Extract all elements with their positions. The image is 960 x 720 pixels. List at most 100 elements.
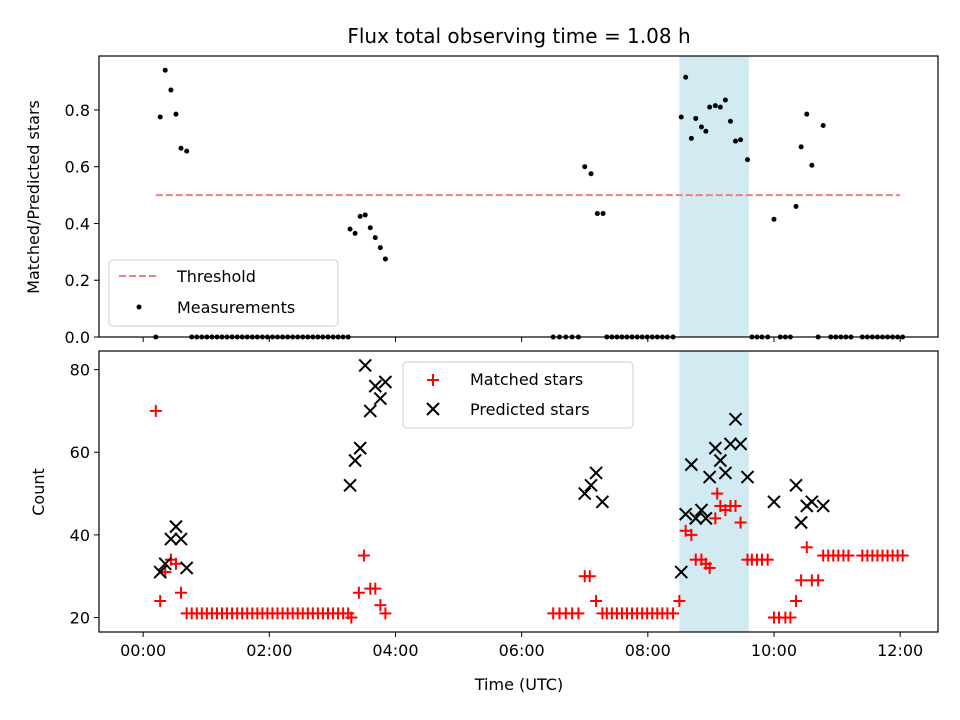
matched-star-point: [685, 528, 698, 541]
measurement-point: [352, 230, 358, 236]
count-panel: 20 40 60 80 00:00 02:00 04:00 06:00 08:00 10:00 12…: [29, 350, 939, 694]
measurements-legend-marker: [136, 304, 142, 310]
matched-star-point: [784, 611, 797, 624]
measurement-point: [798, 144, 804, 150]
ratio-ylabel: Matched/Predicted stars: [24, 100, 43, 294]
x-tick-label: 10:00: [751, 641, 797, 660]
matched-star-point: [169, 557, 182, 570]
predicted-star-point: [702, 470, 717, 484]
matched-legend-marker: [427, 374, 439, 386]
measurement-point: [357, 213, 363, 219]
measurement-point: [733, 138, 739, 144]
matched-star-point: [761, 553, 774, 566]
measurement-point: [678, 114, 684, 120]
matched-star-point: [379, 607, 392, 620]
measurement-point: [600, 211, 606, 217]
matched-star-point: [673, 595, 686, 608]
predicted-star-point: [373, 391, 388, 406]
matched-star-point: [369, 582, 382, 595]
predicted-star-point: [699, 511, 713, 526]
predicted-star-point: [179, 561, 194, 575]
measurements-legend-label: Measurements: [177, 298, 295, 317]
predicted-star-point: [368, 379, 383, 393]
x-tick-label: 00:00: [120, 641, 166, 660]
count-legend: Matched stars Predicted stars: [402, 361, 634, 429]
predicted-star-point: [595, 495, 610, 509]
matched-star-point: [352, 586, 365, 599]
predicted-star-point: [578, 486, 592, 501]
matched-legend-label: Matched stars: [470, 370, 583, 389]
chart-title: Flux total observing time = 1.08 h: [347, 24, 690, 48]
predicted-star-point: [794, 515, 808, 530]
measurement-point: [727, 118, 733, 124]
matched-star-point: [795, 574, 808, 587]
observing-window-span: [679, 56, 749, 337]
measurement-point: [184, 148, 190, 154]
matched-star-point: [154, 595, 167, 608]
observing-window-span: [679, 351, 749, 632]
predicted-star-point: [348, 453, 362, 468]
ratio-legend-box: [108, 259, 339, 327]
predicted-star-point: [718, 466, 733, 480]
predicted-star-point: [363, 404, 377, 418]
measurement-point: [688, 135, 694, 141]
predicted-star-point: [678, 507, 693, 521]
measurement-point: [738, 137, 744, 143]
measurement-point: [362, 212, 368, 218]
count-panel-frame: [98, 350, 939, 633]
predicted-star-point: [689, 511, 703, 526]
measurement-point: [588, 171, 594, 177]
x-tick-label: 12:00: [877, 641, 923, 660]
y-tick-label: 60: [70, 443, 90, 462]
matched-star-point: [734, 516, 747, 529]
matched-star-point: [703, 561, 716, 574]
count-ylabel: Count: [29, 468, 48, 516]
measurement-point: [717, 104, 723, 110]
matched-star-point: [175, 586, 188, 599]
predicted-star-point: [378, 375, 393, 389]
threshold-legend-label: Threshold: [176, 267, 256, 286]
matched-star-point: [374, 599, 387, 612]
y-tick-label: 20: [70, 609, 90, 628]
measurement-point: [703, 128, 709, 134]
predicted-star-point: [353, 441, 367, 455]
measurement-point: [744, 157, 750, 163]
x-tick-label: 04:00: [372, 641, 418, 660]
predicted-star-point: [789, 478, 803, 493]
measurement-point: [162, 67, 168, 73]
measurement-point: [372, 235, 378, 241]
y-tick-label: 0.4: [65, 214, 90, 233]
predicted-star-point: [740, 470, 755, 484]
matched-star-point: [709, 512, 722, 525]
predicted-star-point: [723, 437, 738, 451]
predicted-star-point: [584, 478, 598, 493]
predicted-star-point: [169, 519, 183, 534]
ratio-panel-frame: [98, 55, 939, 338]
matched-star-point: [345, 611, 358, 624]
measurement-point: [712, 103, 718, 109]
x-tick-label: 02:00: [246, 641, 292, 660]
measurement-point: [377, 245, 383, 251]
predicted-star-point: [733, 437, 748, 451]
predicted-star-point: [358, 358, 372, 373]
measurement-point: [178, 145, 184, 151]
measurement-point: [173, 111, 179, 117]
matched-star-point: [590, 595, 603, 608]
predicted-star-point: [713, 453, 728, 468]
y-tick-label: 80: [70, 361, 90, 380]
measurement-point: [698, 124, 704, 130]
y-tick-label: 40: [70, 526, 90, 545]
measurement-point: [793, 203, 799, 209]
x-tick-label: 08:00: [625, 641, 671, 660]
y-tick-label: 0.2: [65, 271, 90, 290]
measurement-point: [820, 123, 826, 129]
predicted-star-point: [728, 412, 743, 426]
predicted-star-point: [164, 532, 178, 546]
matched-star-point: [711, 487, 724, 500]
predicted-legend-label: Predicted stars: [470, 400, 590, 419]
measurement-point: [804, 111, 810, 117]
predicted-star-point: [694, 503, 709, 517]
matched-star-point: [729, 499, 742, 512]
measurement-point: [582, 164, 588, 170]
